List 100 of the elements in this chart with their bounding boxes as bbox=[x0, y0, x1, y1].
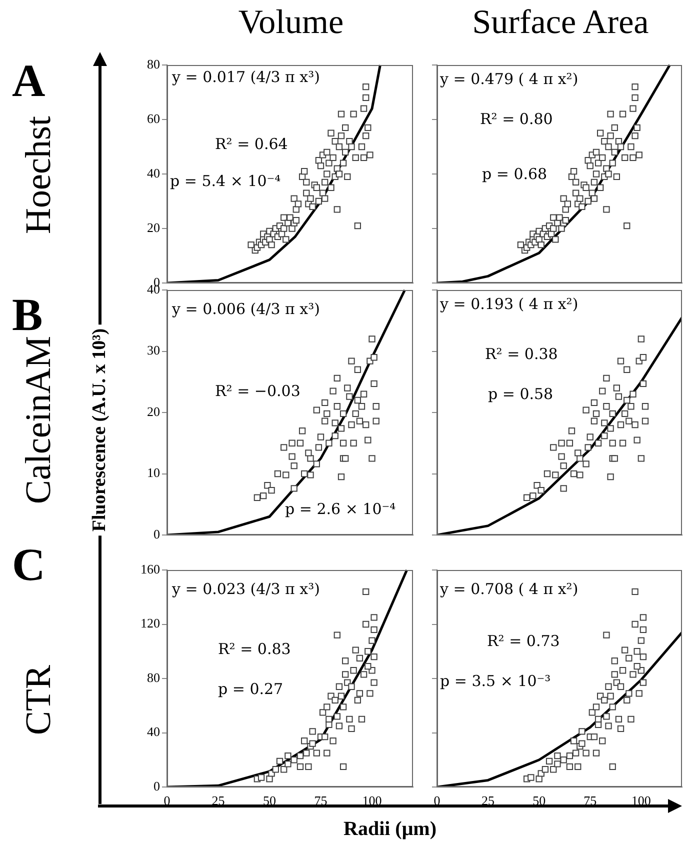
point bbox=[542, 766, 549, 773]
point bbox=[280, 444, 288, 451]
point bbox=[630, 671, 636, 678]
point bbox=[362, 421, 370, 428]
point bbox=[558, 440, 565, 446]
point bbox=[642, 403, 649, 410]
point bbox=[638, 637, 644, 644]
point bbox=[560, 485, 567, 492]
point bbox=[613, 384, 620, 392]
point bbox=[362, 588, 370, 596]
point bbox=[332, 696, 338, 704]
point bbox=[582, 460, 590, 468]
point bbox=[340, 440, 347, 446]
point bbox=[605, 722, 612, 730]
y-tick-label: 0 bbox=[154, 526, 160, 542]
point bbox=[626, 690, 632, 697]
point bbox=[313, 406, 320, 414]
y-tick-label: 160 bbox=[140, 561, 160, 576]
chart-title: Surface Area bbox=[472, 4, 649, 42]
point bbox=[628, 403, 634, 410]
y-tick-label: 80 bbox=[147, 670, 160, 685]
point bbox=[324, 750, 330, 756]
point bbox=[560, 756, 567, 764]
point bbox=[638, 455, 644, 462]
y-tick-label: 40 bbox=[147, 165, 160, 180]
point bbox=[609, 410, 616, 418]
annotation: y = 0.708 ( 4 π x²) bbox=[440, 580, 578, 598]
point bbox=[578, 740, 586, 747]
point bbox=[615, 393, 622, 400]
point bbox=[305, 450, 312, 456]
point bbox=[609, 763, 616, 770]
point bbox=[362, 620, 370, 628]
point bbox=[342, 658, 349, 664]
point bbox=[326, 716, 332, 723]
point bbox=[642, 418, 649, 424]
point bbox=[611, 671, 618, 678]
point bbox=[336, 683, 343, 690]
point bbox=[544, 470, 551, 478]
y-tick-label: 40 bbox=[147, 724, 160, 740]
point bbox=[282, 472, 290, 478]
point bbox=[276, 758, 284, 765]
annotation: y = 0.017 (4/3 π x³) bbox=[172, 68, 320, 86]
point bbox=[568, 428, 576, 434]
point bbox=[599, 738, 606, 744]
point bbox=[640, 626, 647, 634]
annotation: R² = 0.80 bbox=[480, 110, 553, 128]
point bbox=[592, 410, 600, 418]
point bbox=[622, 410, 628, 418]
point bbox=[370, 354, 378, 361]
point bbox=[601, 420, 608, 426]
y-tick-label: 10 bbox=[147, 465, 160, 480]
point bbox=[368, 336, 376, 342]
point bbox=[566, 440, 574, 446]
point bbox=[640, 653, 647, 660]
point bbox=[296, 752, 304, 760]
point bbox=[626, 654, 632, 662]
point bbox=[592, 750, 600, 756]
point bbox=[634, 436, 640, 444]
point bbox=[342, 671, 349, 678]
point bbox=[372, 403, 380, 410]
point bbox=[346, 716, 353, 723]
point bbox=[332, 432, 338, 440]
point bbox=[572, 750, 580, 756]
point bbox=[260, 492, 267, 500]
point bbox=[603, 374, 610, 382]
point bbox=[611, 658, 618, 664]
point bbox=[360, 671, 368, 678]
point bbox=[338, 692, 345, 700]
point bbox=[309, 740, 316, 747]
point bbox=[630, 390, 636, 398]
point bbox=[354, 396, 361, 404]
point bbox=[574, 763, 582, 770]
point bbox=[640, 679, 647, 686]
point bbox=[298, 428, 306, 434]
point bbox=[360, 390, 368, 398]
annotation: p = 2.6 × 10⁻⁴ bbox=[285, 500, 396, 518]
point bbox=[640, 354, 647, 361]
point bbox=[605, 683, 612, 690]
point bbox=[584, 444, 592, 451]
point bbox=[634, 662, 640, 670]
point bbox=[609, 440, 616, 446]
point bbox=[530, 492, 536, 500]
annotation: R² = 0.73 bbox=[487, 632, 560, 650]
point bbox=[358, 716, 366, 723]
y-tick-label: 30 bbox=[147, 342, 160, 358]
chart-title: Volume bbox=[238, 4, 344, 42]
point bbox=[288, 440, 296, 446]
point bbox=[603, 713, 610, 720]
y-tick-label: 20 bbox=[147, 404, 160, 419]
point bbox=[534, 482, 540, 489]
point bbox=[582, 750, 590, 756]
point bbox=[366, 690, 374, 697]
point bbox=[352, 646, 359, 654]
point bbox=[284, 760, 292, 768]
point bbox=[352, 410, 359, 418]
point bbox=[370, 380, 378, 388]
point bbox=[619, 667, 626, 674]
point bbox=[274, 470, 282, 478]
point bbox=[334, 713, 340, 720]
point bbox=[601, 696, 608, 704]
